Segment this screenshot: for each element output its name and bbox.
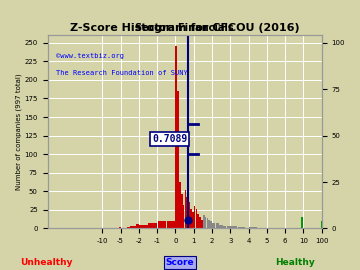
Bar xyxy=(188,202,190,228)
Bar xyxy=(194,206,195,228)
Bar xyxy=(203,215,204,228)
Bar xyxy=(216,223,219,228)
Bar xyxy=(186,197,188,228)
Text: 0.7089: 0.7089 xyxy=(152,134,188,144)
Y-axis label: Number of companies (997 total): Number of companies (997 total) xyxy=(15,73,22,190)
Text: Healthy: Healthy xyxy=(275,258,315,267)
Bar xyxy=(179,183,181,228)
Text: ©www.textbiz.org: ©www.textbiz.org xyxy=(56,53,124,59)
Bar xyxy=(301,217,303,228)
Bar xyxy=(207,218,208,228)
Bar xyxy=(241,227,245,228)
Bar xyxy=(127,227,130,228)
Text: Score: Score xyxy=(166,258,194,267)
Bar xyxy=(136,224,139,228)
Bar xyxy=(234,226,237,228)
Bar xyxy=(197,214,199,228)
Bar xyxy=(249,227,257,228)
Text: The Research Foundation of SUNY: The Research Foundation of SUNY xyxy=(56,70,188,76)
Bar xyxy=(208,220,210,228)
Bar xyxy=(133,225,136,228)
Bar xyxy=(177,91,179,228)
Bar xyxy=(219,225,223,228)
Bar xyxy=(139,225,148,228)
Bar xyxy=(230,226,234,228)
Bar xyxy=(181,194,183,228)
Bar xyxy=(227,225,230,228)
Bar xyxy=(210,221,212,228)
Bar xyxy=(205,217,206,228)
Title: Z-Score Histogram for CFCOU (2016): Z-Score Histogram for CFCOU (2016) xyxy=(70,23,300,33)
Bar xyxy=(238,227,241,228)
Bar xyxy=(190,209,192,228)
Text: Sector: Financials: Sector: Financials xyxy=(135,23,234,33)
Bar xyxy=(148,222,157,228)
Bar xyxy=(130,226,132,228)
Bar xyxy=(223,225,226,228)
Bar xyxy=(192,212,194,228)
Bar xyxy=(119,227,121,228)
Bar xyxy=(185,190,186,228)
Bar xyxy=(158,221,166,228)
Bar xyxy=(212,222,216,228)
Bar xyxy=(201,220,203,228)
Bar xyxy=(195,209,197,228)
Bar xyxy=(183,205,184,228)
Text: Unhealthy: Unhealthy xyxy=(21,258,73,267)
Bar xyxy=(175,46,177,228)
Bar xyxy=(199,217,201,228)
Bar xyxy=(167,221,175,228)
